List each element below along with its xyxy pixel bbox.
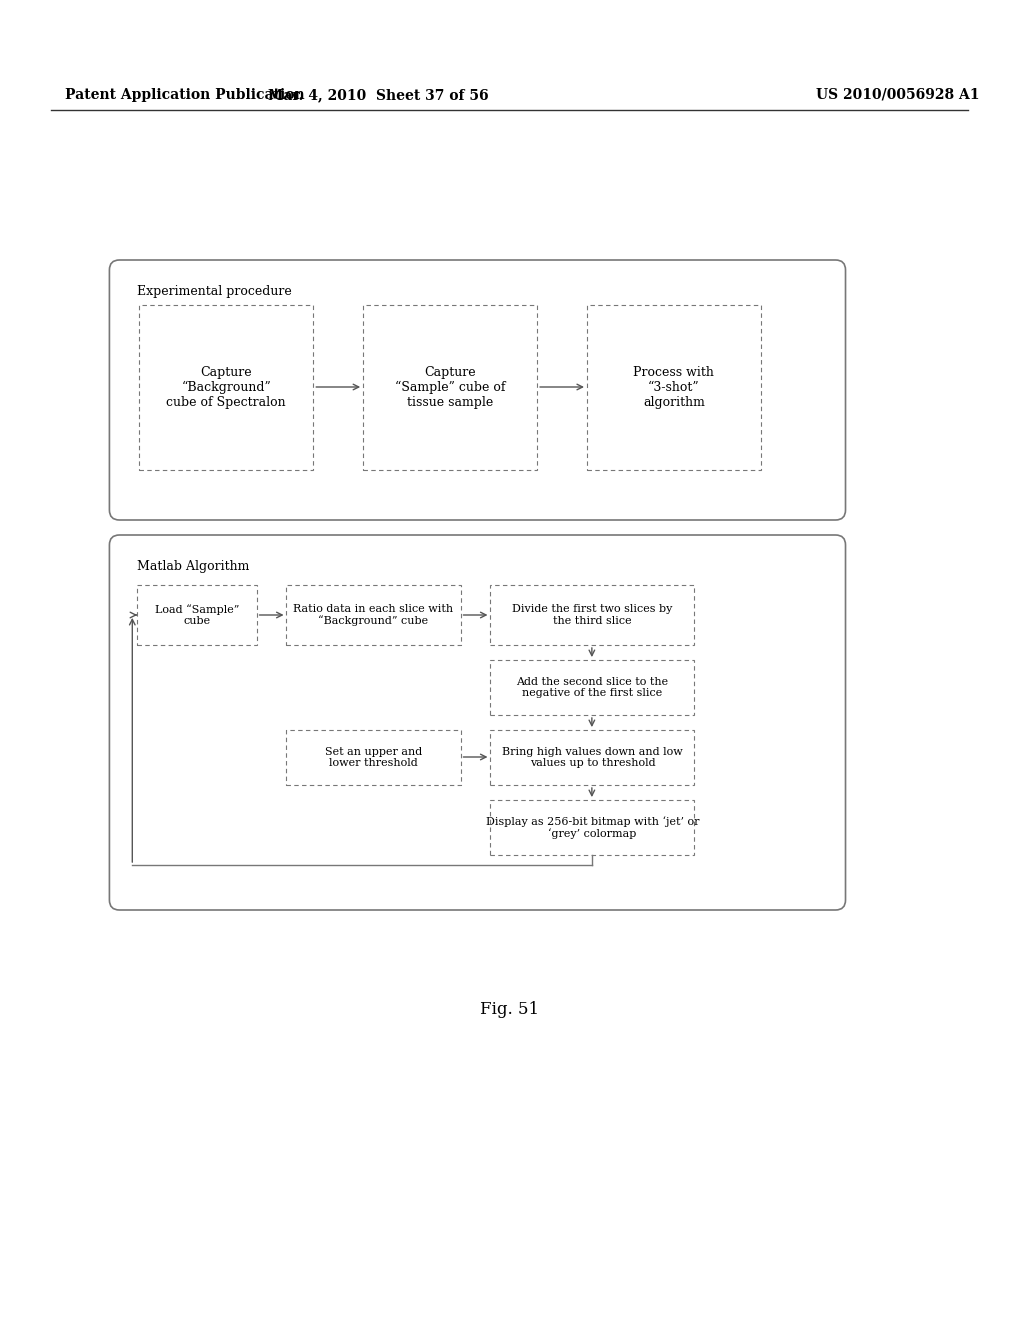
Text: Ratio data in each slice with
“Background” cube: Ratio data in each slice with “Backgroun… (294, 603, 454, 626)
FancyBboxPatch shape (137, 585, 257, 645)
Text: Display as 256-bit bitmap with ‘jet’ or
‘grey’ colormap: Display as 256-bit bitmap with ‘jet’ or … (485, 816, 699, 840)
Text: Fig. 51: Fig. 51 (479, 1002, 539, 1019)
FancyBboxPatch shape (287, 585, 461, 645)
Text: Experimental procedure: Experimental procedure (137, 285, 292, 298)
FancyBboxPatch shape (490, 730, 694, 785)
Text: Divide the first two slices by
the third slice: Divide the first two slices by the third… (512, 605, 673, 626)
Text: Patent Application Publication: Patent Application Publication (65, 88, 304, 102)
FancyBboxPatch shape (110, 260, 846, 520)
FancyBboxPatch shape (490, 800, 694, 855)
Text: Load “Sample”
cube: Load “Sample” cube (155, 603, 240, 626)
FancyBboxPatch shape (139, 305, 313, 470)
Text: Set an upper and
lower threshold: Set an upper and lower threshold (325, 747, 422, 768)
FancyBboxPatch shape (490, 660, 694, 715)
Text: Add the second slice to the
negative of the first slice: Add the second slice to the negative of … (516, 677, 669, 698)
Text: Capture
“Background”
cube of Spectralon: Capture “Background” cube of Spectralon (167, 366, 286, 409)
Text: US 2010/0056928 A1: US 2010/0056928 A1 (816, 88, 979, 102)
Text: Capture
“Sample” cube of
tissue sample: Capture “Sample” cube of tissue sample (395, 366, 506, 409)
Text: Process with
“3-shot”
algorithm: Process with “3-shot” algorithm (634, 366, 715, 409)
FancyBboxPatch shape (110, 535, 846, 909)
FancyBboxPatch shape (587, 305, 761, 470)
FancyBboxPatch shape (364, 305, 538, 470)
FancyBboxPatch shape (490, 585, 694, 645)
FancyBboxPatch shape (287, 730, 461, 785)
Text: Mar. 4, 2010  Sheet 37 of 56: Mar. 4, 2010 Sheet 37 of 56 (267, 88, 488, 102)
Text: Matlab Algorithm: Matlab Algorithm (137, 560, 250, 573)
Text: Bring high values down and low
values up to threshold: Bring high values down and low values up… (502, 747, 683, 768)
